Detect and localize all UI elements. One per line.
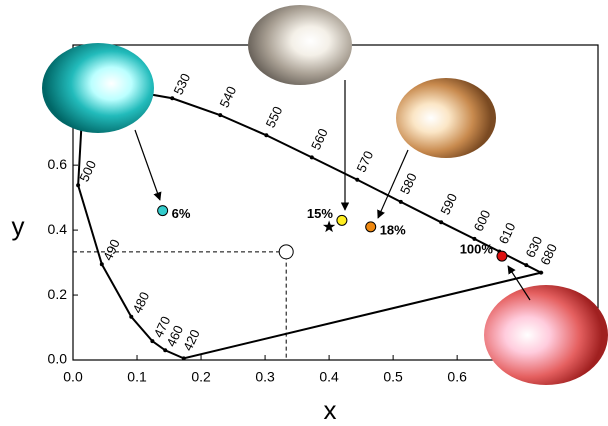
color-point xyxy=(496,250,508,262)
x-axis-label: x xyxy=(324,395,337,425)
y-tick-label: 0.0 xyxy=(48,351,68,367)
photo-cyan xyxy=(42,43,154,133)
point-label: 100% xyxy=(460,242,494,257)
star-point xyxy=(322,220,336,233)
y-axis-label: y xyxy=(12,211,25,241)
spectral-locus xyxy=(77,88,544,360)
arrow xyxy=(134,129,162,201)
arrow xyxy=(377,149,409,219)
point-label: 6% xyxy=(172,206,191,221)
wavelength-label: 590 xyxy=(437,191,460,217)
locus-point xyxy=(439,220,444,225)
locus-point xyxy=(181,356,186,361)
wavelength-label: 480 xyxy=(130,290,153,316)
locus-point xyxy=(170,96,175,101)
y-tick-label: 0.6 xyxy=(48,156,68,172)
locus-point xyxy=(355,177,360,182)
locus-point xyxy=(472,236,477,241)
wavelength-label: 540 xyxy=(216,84,239,110)
wavelength-label: 550 xyxy=(263,104,286,130)
y-tick-label: 0.2 xyxy=(48,286,68,302)
locus-point xyxy=(264,133,269,138)
photo-white xyxy=(248,5,352,85)
locus-point xyxy=(99,262,104,267)
color-point xyxy=(336,214,348,226)
color-point xyxy=(365,221,377,233)
wavelength-label: 490 xyxy=(100,237,123,263)
y-tick-label: 0.4 xyxy=(48,221,68,237)
color-point xyxy=(278,244,294,260)
color-point xyxy=(157,205,169,217)
x-tick-label: 0.2 xyxy=(191,369,211,385)
photos xyxy=(42,5,608,385)
locus-point xyxy=(76,183,81,188)
locus-point xyxy=(309,155,314,160)
x-tick-label: 0.1 xyxy=(127,369,147,385)
x-tick-label: 0.5 xyxy=(383,369,403,385)
locus-point xyxy=(163,348,168,353)
wavelength-label: 610 xyxy=(496,220,519,246)
locus-point xyxy=(150,339,155,344)
photo-orange xyxy=(396,78,496,158)
arrow xyxy=(507,265,531,301)
locus-point xyxy=(129,314,134,319)
point-label: 18% xyxy=(380,222,406,237)
wavelength-label: 560 xyxy=(308,126,331,152)
locus-point xyxy=(398,199,403,204)
plot-area: 0.0 0.1 0.2 0.3 0.4 0.5 0.60.00.20.40.64204604… xyxy=(48,44,599,385)
x-tick-label: 0.6 xyxy=(447,369,467,385)
x-tick-label: 0.3 xyxy=(255,369,275,385)
x-tick-label: 0.0 xyxy=(63,369,83,385)
x-tick-label: 0.4 xyxy=(319,369,339,385)
locus-point xyxy=(218,113,223,118)
wavelength-label: 580 xyxy=(397,171,420,197)
wavelength-label: 600 xyxy=(471,208,494,234)
wavelength-label: 530 xyxy=(170,71,193,97)
photo-red xyxy=(484,285,608,385)
point-label: 15% xyxy=(307,206,333,221)
locus-point xyxy=(524,263,529,268)
wavelength-label: 570 xyxy=(354,148,377,174)
locus-point xyxy=(539,270,544,275)
